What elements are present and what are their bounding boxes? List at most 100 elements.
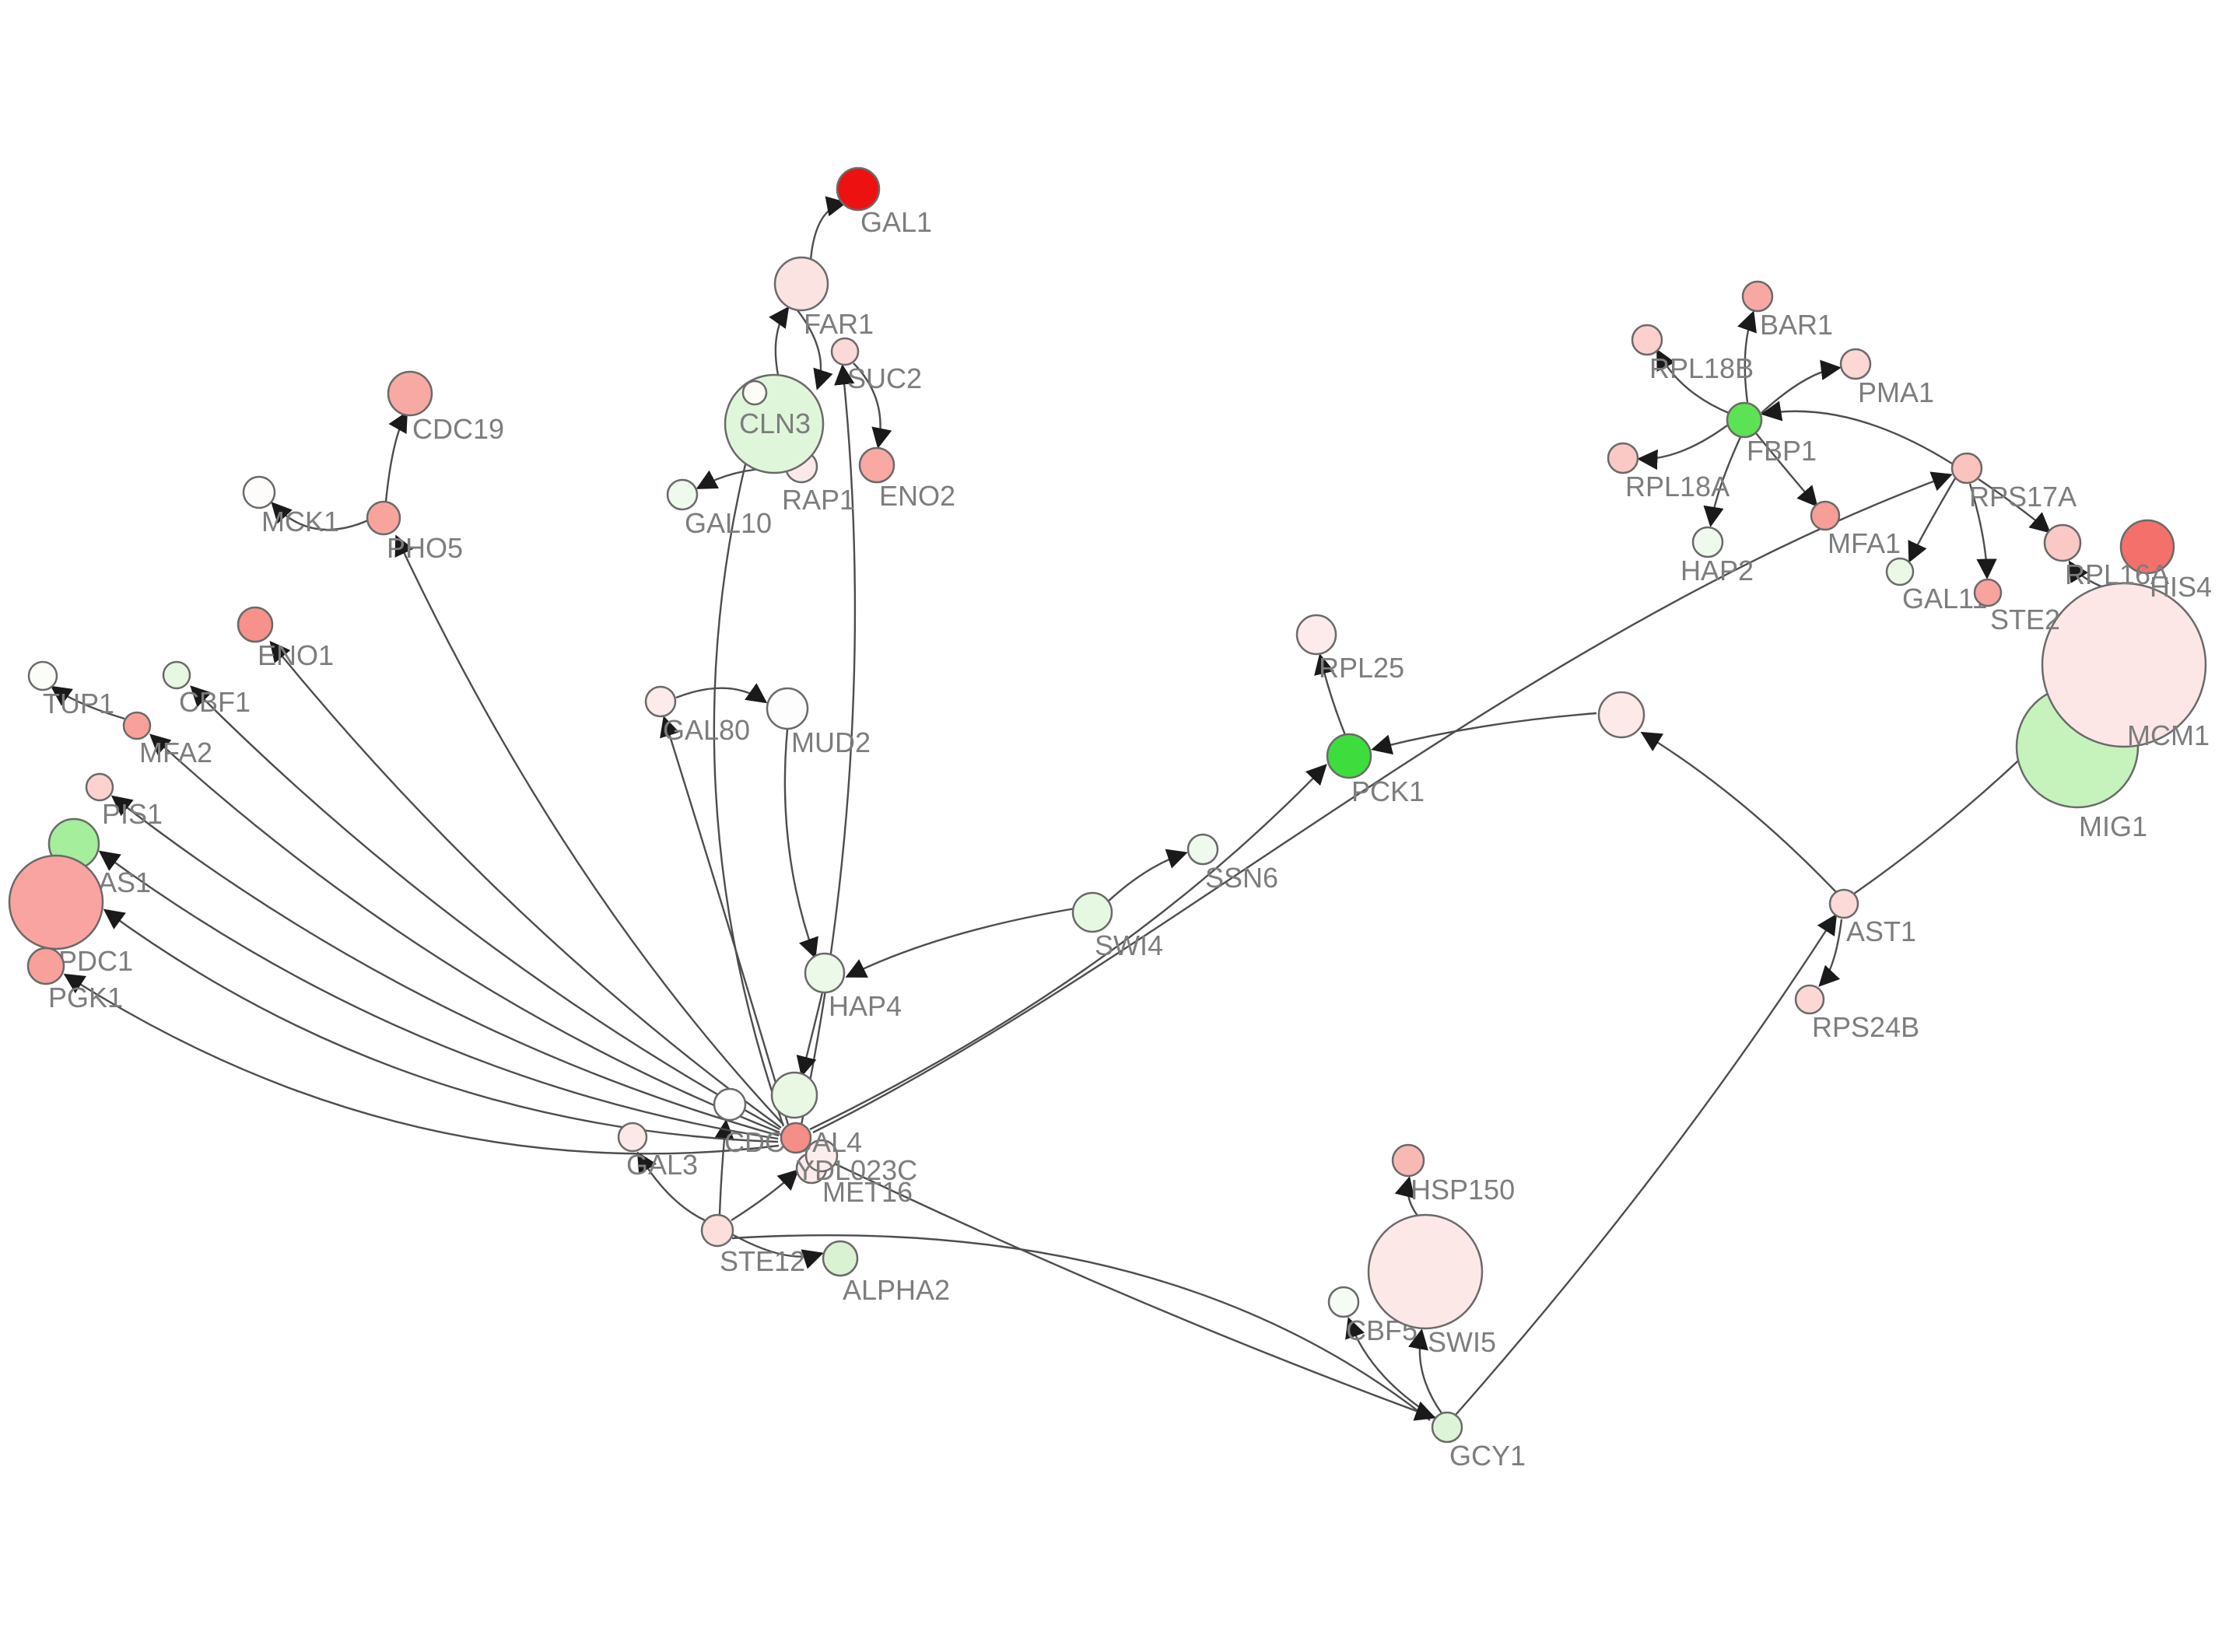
node-circle-GAL4[interactable] [780,1122,812,1154]
node-circle-AST1[interactable] [1828,888,1859,919]
edge-MFA2-TUP1[interactable] [50,685,125,720]
node-circle-FAR1[interactable] [773,256,829,312]
node-circle-STE2[interactable] [1973,578,2003,607]
node-circle-PIS1[interactable] [85,772,114,802]
node-circle-MFA2[interactable] [122,711,152,740]
node-circle-FBP1[interactable] [1726,401,1763,439]
edge-GAL4-SUC2[interactable] [800,364,857,1125]
edge-GAL4-RPS17A[interactable] [812,471,1953,1134]
edge-STE12-CDC6[interactable] [713,1119,734,1215]
edge-FAR1-CLN3[interactable] [797,310,833,390]
edge-GAL4-CLN3[interactable] [713,464,785,1127]
node-circle-SWI4[interactable] [1071,891,1113,933]
edge-GAL4-RAS1[interactable] [98,850,779,1140]
node-circle-BAR1[interactable] [1741,280,1774,313]
edge-GAL4-PHO5[interactable] [394,534,784,1125]
node-circle-GREEN1[interactable] [770,1071,818,1119]
node-circle-PCK1[interactable] [1326,733,1372,779]
node-circle-GAL1[interactable] [836,166,881,212]
edge-GAL4-ENO1[interactable] [269,640,782,1129]
node-circle-GCY1[interactable] [1431,1411,1463,1444]
edge-GAL4-PGK1[interactable] [63,973,780,1155]
edge-FBP1-RPL18A[interactable] [1637,425,1728,471]
node-circle-GAL11[interactable] [1885,557,1915,586]
node-circle-ENO1[interactable] [237,606,274,643]
node-circle-MFA1[interactable] [1810,500,1841,531]
edge-CLN3-FAR1[interactable] [769,306,790,376]
edge-GCY1-SWI5[interactable] [1407,1328,1442,1414]
edge-GAL4-MFA2[interactable] [149,733,780,1134]
node-circle-RPL16A[interactable] [2043,523,2082,562]
edge-SWI4-SSN6[interactable] [1106,849,1188,904]
edge-RPS17A-GAL11[interactable] [1908,478,1957,563]
edge-PHO5-CDC19[interactable] [384,411,408,502]
edge-GAL4-PDC1[interactable] [103,908,779,1143]
edge-GAL4-PIS1[interactable] [110,795,780,1137]
node-circle-PDC1[interactable] [8,854,104,950]
node-circle-CBF1[interactable] [162,660,191,690]
node-circle-TUP1[interactable] [27,660,58,691]
edge-GAL4-GCY1[interactable] [806,1149,1436,1421]
edge-SWI4-HAP4[interactable] [845,907,1076,978]
node-circle-ALPHA2[interactable] [822,1240,859,1277]
edge-GAL4-PCK1[interactable] [809,764,1327,1131]
node-circle-GAL80[interactable] [644,685,677,718]
node-circle-RPL18B[interactable] [1631,324,1663,356]
node-circle-CDC6[interactable] [713,1087,747,1122]
edge-AST1-PINK1[interactable] [1640,731,1837,893]
edge-PINK1-PCK1[interactable] [1371,712,1597,755]
node-circle-MCM1[interactable] [2041,582,2207,748]
edge-SUC2-ENO2[interactable] [853,362,892,449]
node-circle-MUD2[interactable] [766,687,809,730]
edge-HAP4-GREEN1[interactable] [796,992,824,1077]
edge-RPS17A-STE2[interactable] [1968,483,1997,579]
node-circle-MCK1[interactable] [242,475,276,509]
node-label-MET16: MET16 [822,1176,913,1208]
edge-AST1-RPS24B[interactable] [1818,919,1843,987]
edge-MUD2-HAP4[interactable] [783,729,818,959]
edge-RPS17A-RPL16A[interactable] [1978,478,2051,534]
node-circle-STE12[interactable] [700,1213,734,1248]
edge-PCK1-RPL25[interactable] [1314,653,1347,736]
edge-FBP1-PMA1[interactable] [1761,359,1842,414]
edge-GAL4-GAL80[interactable] [660,716,790,1125]
node-circle-GAL10[interactable] [666,478,699,511]
edge-PHO5-MCK1[interactable] [271,502,369,531]
node-circle-ENO2[interactable] [858,446,895,484]
node-circle-RPL25[interactable] [1295,614,1337,656]
node-circle-YDL023C[interactable] [804,1139,839,1173]
edge-FBP1-BAR1[interactable] [1737,310,1757,403]
node-circle-RPL18A[interactable] [1607,442,1639,474]
edge-FBP1-MFA1[interactable] [1755,432,1818,507]
node-circle-CBF5[interactable] [1327,1286,1360,1318]
node-circle-HAP4[interactable] [804,952,846,994]
node-circle-HIS4[interactable] [2119,519,2175,575]
node-circle-CDC19[interactable] [387,370,433,417]
edge-STE12-MET16[interactable] [731,1169,799,1222]
node-circle-PHO5[interactable] [366,500,401,536]
node-circle-RPS17A[interactable] [1950,452,1983,485]
node-circle-RPS24B[interactable] [1794,984,1825,1015]
node-circle-HAP2[interactable] [1691,526,1724,558]
edge-MCM1-RPL16A[interactable] [2068,560,2102,588]
edge-FBP1-RPL18B[interactable] [1656,348,1730,415]
edge-GCY1-AST1[interactable] [1455,913,1838,1416]
edge-RPS17A-FBP1[interactable] [1761,401,1953,465]
edge-GAL80-MUD2[interactable] [675,683,768,704]
node-circle-SWI5[interactable] [1367,1213,1484,1330]
node-circle-SSN6[interactable] [1186,833,1219,866]
node-circle-WHITE1[interactable] [741,380,768,406]
node-circle-PGK1[interactable] [26,947,65,985]
edge-STE12-GCY1[interactable] [731,1234,1431,1421]
edge-STE12-ALPHA2[interactable] [731,1233,824,1269]
edge-STE12-GAL3[interactable] [636,1151,706,1222]
node-circle-GAL3[interactable] [617,1122,648,1153]
edge-GAL4-CBF1[interactable] [190,685,780,1131]
edge-FAR1-GAL1[interactable] [809,196,847,261]
edge-FBP1-HAP2[interactable] [1703,436,1742,527]
edge-SWI5-HSP150[interactable] [1394,1176,1418,1216]
node-circle-SUC2[interactable] [830,337,860,366]
node-circle-HSP150[interactable] [1391,1143,1425,1178]
node-circle-PINK1[interactable] [1597,691,1645,739]
node-circle-PMA1[interactable] [1839,348,1872,380]
